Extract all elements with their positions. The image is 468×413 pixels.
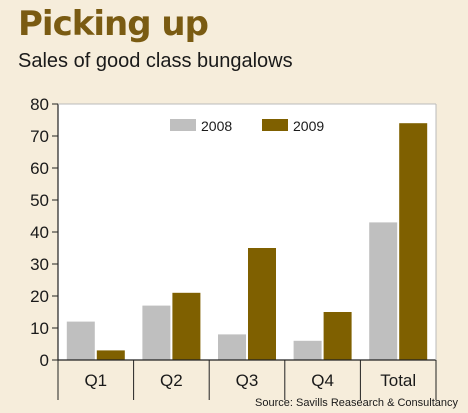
x-tick-label: Q3 xyxy=(236,371,259,390)
x-tick-label: Q2 xyxy=(160,371,183,390)
bar-2009-total xyxy=(399,123,428,360)
legend-swatch-2008 xyxy=(170,119,196,131)
y-tick-label: 30 xyxy=(30,255,49,274)
y-tick-label: 40 xyxy=(30,223,49,242)
source-note: Source: Savills Reasearch & Consultancy xyxy=(255,397,458,409)
y-tick-label: 60 xyxy=(30,159,49,178)
bar-2008-q1 xyxy=(66,321,95,360)
y-tick-label: 10 xyxy=(30,319,49,338)
legend-swatch-2009 xyxy=(262,119,288,131)
y-tick-label: 20 xyxy=(30,287,49,306)
y-tick-label: 0 xyxy=(40,351,49,370)
bar-2009-q3 xyxy=(248,248,276,360)
y-tick-label: 70 xyxy=(30,127,49,146)
bar-2009-q2 xyxy=(172,292,201,360)
chart-subtitle: Sales of good class bungalows xyxy=(18,50,293,72)
bar-2008-total xyxy=(369,222,398,360)
x-tick-label: Q1 xyxy=(84,371,107,390)
x-tick-label: Q4 xyxy=(311,371,334,390)
legend-label: 2008 xyxy=(201,118,232,134)
legend-label: 2009 xyxy=(293,118,324,134)
bar-2009-q1 xyxy=(96,350,125,360)
bar-2008-q3 xyxy=(218,334,246,360)
chart-title: Picking up xyxy=(18,4,209,44)
bar-2008-q2 xyxy=(142,305,171,360)
y-tick-label: 80 xyxy=(30,95,49,114)
x-tick-label: Total xyxy=(380,371,416,390)
bar-2009-q4 xyxy=(323,312,352,360)
y-tick-label: 50 xyxy=(30,191,49,210)
bar-2008-q4 xyxy=(293,340,322,360)
